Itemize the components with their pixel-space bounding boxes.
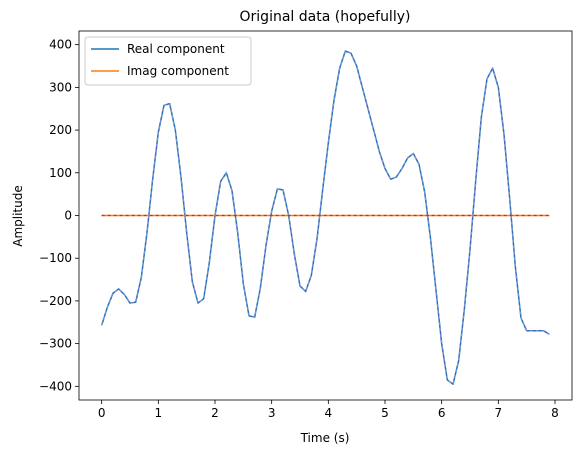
data-layer [100, 50, 550, 386]
y-axis-label: Amplitude [11, 185, 25, 247]
x-tick-label: 8 [551, 406, 559, 420]
legend-label: Real component [127, 42, 225, 56]
x-tick-label: 4 [325, 406, 333, 420]
y-tick-label: 100 [49, 166, 72, 180]
y-tick-label: 200 [49, 123, 72, 137]
x-tick-label: 0 [98, 406, 106, 420]
legend-label: Imag component [127, 64, 229, 78]
y-tick-label: −100 [39, 251, 72, 265]
axes: 0 1 2 3 4 5 6 7 8 −400 −300 −200 −100 0 100 200 300 400 [39, 30, 573, 420]
x-tick-label: 6 [438, 406, 446, 420]
x-tick-label: 1 [155, 406, 163, 420]
x-tick-label: 2 [211, 406, 219, 420]
x-tick-label: 3 [268, 406, 276, 420]
x-tick-label: 7 [495, 406, 503, 420]
x-axis-label: Time (s) [300, 431, 350, 445]
y-tick-label: 0 [64, 209, 72, 223]
legend: Real component Imag component [84, 36, 252, 86]
chart-title: Original data (hopefully) [240, 9, 411, 25]
y-tick-label: −400 [39, 379, 72, 393]
y-tick-label: 300 [49, 80, 72, 94]
y-tick-label: −200 [39, 294, 72, 308]
y-tick-label: −300 [39, 337, 72, 351]
x-tick-label: 5 [381, 406, 389, 420]
legend-box [84, 36, 252, 86]
series-overlay-real [101, 50, 550, 386]
y-tick-label: 400 [49, 38, 72, 52]
